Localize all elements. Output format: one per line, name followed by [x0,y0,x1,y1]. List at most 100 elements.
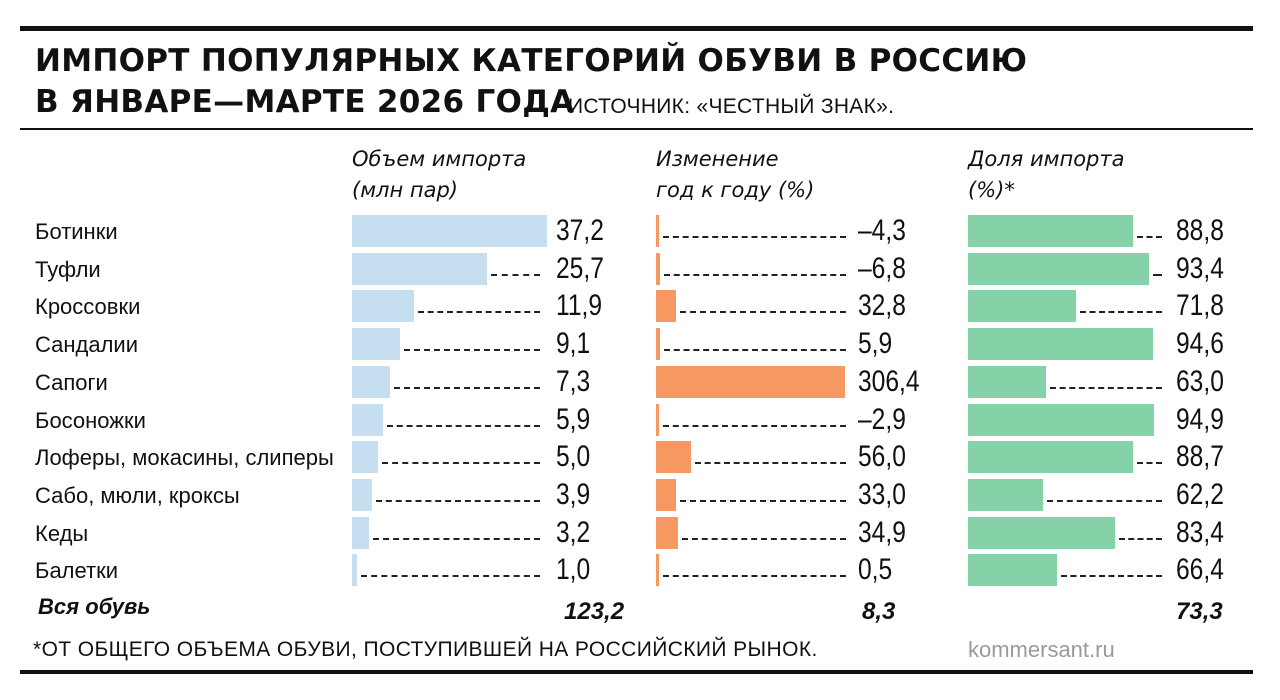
total-volume: 123,2 [564,598,625,625]
share-value-label: 88,7 [1176,440,1224,474]
share-value-label: 83,4 [1176,515,1224,549]
change-leader-line [680,499,846,502]
share-bar [968,554,1058,587]
volume-leader-line [386,424,540,427]
volume-value-label: 7,3 [556,364,591,398]
chart-title-line2: В ЯНВАРЕ—МАРТЕ 2026 ГОДА [35,84,575,120]
category-label: Балетки [35,558,119,584]
change-leader-line [663,349,846,352]
share-title-line2: (%)* [968,178,1015,202]
share-bar [968,215,1134,247]
change-title-line1: Изменение [656,147,779,171]
category-label: Кеды [35,520,89,546]
volume-value-label: 25,7 [556,251,604,285]
volume-bar [352,516,369,549]
change-value-label: 5,9 [858,327,893,361]
category-label: Сандалии [35,332,139,358]
share-value-label: 62,2 [1176,477,1224,511]
change-bar [656,516,678,549]
share-bar [968,403,1154,436]
change-leader-line [680,311,846,314]
change-bar [656,252,661,285]
category-label: Туфли [35,256,101,282]
share-leader-line [1136,462,1162,465]
change-value-label: 34,9 [858,515,906,549]
share-leader-line [1152,273,1162,276]
share-bar [968,516,1115,549]
share-bar [968,478,1044,511]
share-bar [968,365,1046,398]
change-leader-line [681,537,846,540]
category-label: Сабо, мюли, кроксы [35,482,240,508]
share-value-label: 94,9 [1176,402,1224,436]
total-share: 73,3 [1176,598,1223,625]
volume-leader-line [372,537,540,540]
volume-value-label: 11,9 [556,289,603,323]
share-leader-line [1047,499,1162,502]
bottom-rule [20,670,1253,674]
volume-leader-line [394,386,540,389]
change-leader-line [662,575,846,578]
volume-bar [352,441,379,474]
chart-title-line1: ИМПОРТ ПОПУЛЯРНЫХ КАТЕГОРИЙ ОБУВИ В РОСС… [35,43,1028,79]
share-bar [968,328,1153,361]
share-bar [968,441,1133,474]
change-value-label: 0,5 [858,553,893,587]
share-value-label: 88,8 [1176,214,1224,247]
share-value-label: 93,4 [1176,251,1224,285]
volume-bar [352,365,391,398]
change-value-label: 306,4 [858,364,920,398]
change-value-label: 33,0 [858,477,906,511]
volume-leader-line [403,349,540,352]
volume-bar [352,215,547,247]
category-label: Сапоги [35,369,108,395]
volume-bar [352,478,373,511]
share-leader-line [1079,311,1162,314]
change-value-label: –6,8 [858,251,906,285]
volume-value-label: 1,0 [556,553,591,587]
change-bar [656,215,659,247]
change-bar [656,441,691,474]
volume-leader-line [490,273,540,276]
category-label: Босоножки [35,407,146,433]
volume-leader-line [418,311,540,314]
total-label: Вся обувь [38,594,151,619]
share-bar [968,290,1076,323]
category-label: Лоферы, мокасины, слиперы [35,445,334,471]
change-value-label: –2,9 [858,402,906,436]
volume-bar [352,252,487,285]
source-note: ИСТОЧНИК: «ЧЕСТНЫЙ ЗНАК». [568,95,895,118]
volume-value-label: 9,1 [556,327,591,361]
volume-bar [352,554,358,587]
share-leader-line [1118,537,1162,540]
volume-column-title: Объем импорта (млн пар) [352,144,526,206]
volume-value-label: 37,2 [556,214,604,247]
change-bar [656,403,659,436]
share-value-label: 63,0 [1176,364,1224,398]
share-bar [968,252,1149,285]
change-value-label: –4,3 [858,214,906,247]
volume-bar [352,328,400,361]
change-value-label: 56,0 [858,440,906,474]
share-value-label: 94,6 [1176,327,1224,361]
change-leader-line [662,236,846,238]
change-bar [656,365,845,398]
change-value-label: 32,8 [858,289,906,323]
share-title-line1: Доля импорта [968,147,1125,171]
volume-leader-line [382,462,540,465]
volume-value-label: 3,9 [556,477,591,511]
share-value-label: 66,4 [1176,553,1224,587]
change-bar [656,290,677,323]
volume-title-line1: Объем импорта [352,147,527,171]
share-leader-line [1049,386,1162,389]
volume-leader-line [376,499,540,502]
volume-value-label: 5,0 [556,440,591,474]
volume-value-label: 5,9 [556,402,591,436]
volume-leader-line [361,575,540,578]
change-column-title: Изменение год к году (%) [656,144,814,206]
footnote: *ОТ ОБЩЕГО ОБЪЕМА ОБУВИ, ПОСТУПИВШЕЙ НА … [33,638,818,661]
change-bar [656,328,660,361]
change-title-line2: год к году (%) [656,178,815,202]
top-rule [20,26,1253,31]
change-bar [656,554,659,587]
